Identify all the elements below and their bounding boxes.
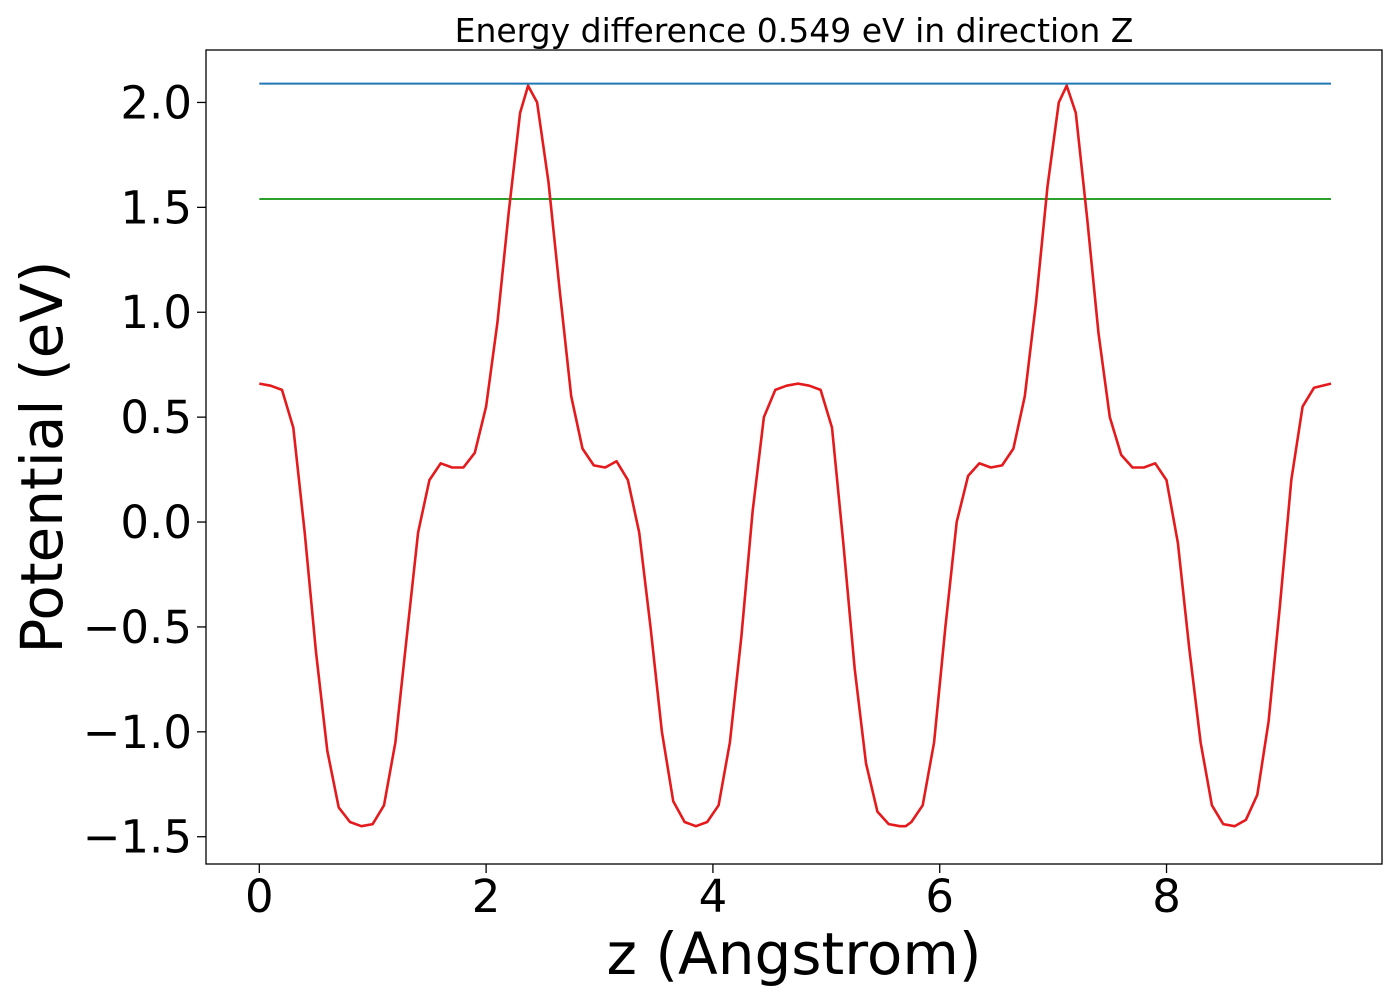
y-tick-label: −0.5 bbox=[83, 601, 192, 654]
x-tick-label: 2 bbox=[472, 870, 501, 923]
x-tick-label: 6 bbox=[925, 870, 954, 923]
x-tick-label: 0 bbox=[245, 870, 274, 923]
x-axis-label: z (Angstrom) bbox=[607, 920, 982, 988]
y-tick-label: 2.0 bbox=[120, 76, 192, 129]
plot-background bbox=[206, 50, 1382, 864]
y-tick-label: 1.0 bbox=[120, 286, 192, 339]
y-tick-label: 0.5 bbox=[120, 391, 192, 444]
x-tick-label: 8 bbox=[1152, 870, 1181, 923]
series-layer bbox=[259, 82, 1332, 828]
y-tick-label: 1.5 bbox=[120, 181, 192, 234]
y-ticks: −1.5 −1.0 −0.5 0.0 0.5 1.0 1.5 2.0 bbox=[83, 76, 206, 864]
y-tick-label: 0.0 bbox=[120, 496, 192, 549]
series-line-3 bbox=[259, 84, 1332, 828]
y-tick-label: −1.0 bbox=[83, 706, 192, 759]
y-tick-label: −1.5 bbox=[83, 811, 192, 864]
x-tick-label: 4 bbox=[699, 870, 728, 923]
chart-title: Energy difference 0.549 eV in direction … bbox=[455, 11, 1134, 50]
plot-frame bbox=[205, 49, 1383, 865]
x-ticks: 0 2 4 6 8 bbox=[245, 864, 1181, 923]
y-axis-label: Potential (eV) bbox=[8, 260, 76, 653]
